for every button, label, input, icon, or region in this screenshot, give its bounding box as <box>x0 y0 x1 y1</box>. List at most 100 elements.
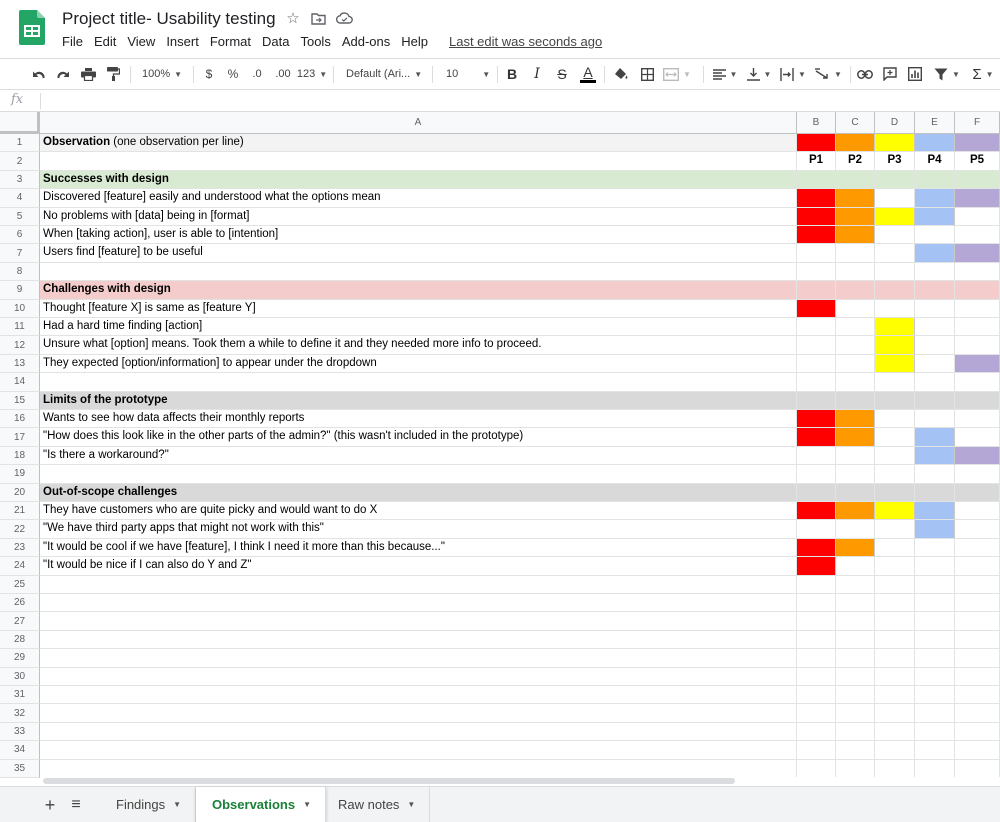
chevron-down-icon[interactable]: ▼ <box>407 800 416 809</box>
participant-cell[interactable] <box>836 557 875 576</box>
menu-insert[interactable]: Insert <box>166 34 199 49</box>
participant-cell[interactable] <box>955 226 1000 245</box>
observation-cell[interactable] <box>40 630 797 650</box>
participant-cell[interactable] <box>836 575 875 594</box>
participant-cell[interactable] <box>836 741 875 760</box>
participant-cell[interactable] <box>875 575 915 594</box>
participant-cell[interactable] <box>836 686 875 705</box>
participant-cell[interactable] <box>915 722 955 742</box>
cloud-saved-icon[interactable] <box>335 9 353 27</box>
last-edit-link[interactable]: Last edit was seconds ago <box>449 34 603 49</box>
participant-cell[interactable] <box>915 281 955 300</box>
participant-cell[interactable] <box>797 741 836 760</box>
marked-cell[interactable] <box>955 446 1000 466</box>
increase-decimal-button[interactable]: .00 <box>271 59 295 89</box>
participant-cell[interactable] <box>915 575 955 594</box>
participant-cell[interactable] <box>955 612 1000 631</box>
marked-cell[interactable] <box>797 557 836 576</box>
observation-cell[interactable]: No problems with [data] being in [format… <box>40 207 797 226</box>
row-header[interactable]: 15 <box>0 391 40 410</box>
undo-icon[interactable] <box>28 59 48 89</box>
participant-cell[interactable] <box>797 281 836 300</box>
participant-cell[interactable] <box>875 465 915 484</box>
observation-cell[interactable]: Wants to see how data affects their mont… <box>40 410 797 429</box>
participant-cell[interactable] <box>875 262 915 282</box>
marked-cell[interactable] <box>836 207 875 226</box>
paint-format-icon[interactable] <box>103 59 123 89</box>
observation-cell[interactable] <box>40 667 797 686</box>
participant-cell[interactable] <box>875 391 915 410</box>
participant-cell[interactable] <box>955 318 1000 337</box>
row-header[interactable]: 35 <box>0 759 40 778</box>
more-formats-select[interactable]: 123 ▼ <box>297 59 327 89</box>
participant-cell[interactable] <box>915 373 955 392</box>
participant-cell[interactable] <box>797 354 836 374</box>
document-title[interactable]: Project title- Usability testing <box>62 9 276 28</box>
row-header[interactable]: 31 <box>0 686 40 705</box>
currency-format-button[interactable]: $ <box>205 67 213 81</box>
marked-cell[interactable] <box>797 428 836 447</box>
participant-cell[interactable] <box>955 759 1000 778</box>
marked-cell[interactable] <box>955 134 1000 153</box>
row-header[interactable]: 27 <box>0 612 40 631</box>
participant-header-cell[interactable]: P5 <box>955 152 1000 171</box>
observation-cell[interactable] <box>40 594 797 613</box>
row-header[interactable]: 4 <box>0 189 40 208</box>
bold-button[interactable]: B <box>506 66 518 82</box>
marked-cell[interactable] <box>915 134 955 153</box>
observation-cell[interactable] <box>40 704 797 723</box>
insert-comment-icon[interactable] <box>880 59 900 89</box>
participant-cell[interactable] <box>915 649 955 668</box>
section-heading-cell[interactable]: Successes with design <box>40 170 797 190</box>
observation-cell[interactable]: Discovered [feature] easily and understo… <box>40 189 797 208</box>
row-header[interactable]: 6 <box>0 226 40 245</box>
observation-cell[interactable] <box>40 686 797 705</box>
participant-cell[interactable] <box>875 483 915 502</box>
marked-cell[interactable] <box>797 226 836 245</box>
participant-cell[interactable] <box>955 649 1000 668</box>
participant-cell[interactable] <box>875 226 915 245</box>
observation-cell[interactable] <box>40 722 797 742</box>
row-header[interactable]: 14 <box>0 373 40 392</box>
marked-cell[interactable] <box>915 428 955 447</box>
participant-header-cell[interactable]: P3 <box>875 152 915 171</box>
observation-cell[interactable] <box>40 759 797 778</box>
row-header[interactable]: 24 <box>0 557 40 576</box>
observation-cell[interactable]: "We have third party apps that might not… <box>40 520 797 539</box>
text-wrapping-icon[interactable]: ▼ <box>778 59 808 89</box>
participant-cell[interactable] <box>836 722 875 742</box>
observation-cell[interactable] <box>40 741 797 760</box>
marked-cell[interactable] <box>797 502 836 521</box>
participant-cell[interactable] <box>875 612 915 631</box>
row-header[interactable]: 34 <box>0 741 40 760</box>
horizontal-align-icon[interactable]: ▼ <box>710 59 740 89</box>
participant-cell[interactable] <box>955 428 1000 447</box>
participant-cell[interactable] <box>875 686 915 705</box>
participant-cell[interactable] <box>836 630 875 650</box>
marked-cell[interactable] <box>915 207 955 226</box>
participant-cell[interactable] <box>797 483 836 502</box>
row-header[interactable]: 19 <box>0 465 40 484</box>
insert-link-icon[interactable] <box>855 59 875 89</box>
column-header-e[interactable]: E <box>915 112 955 134</box>
participant-cell[interactable] <box>955 704 1000 723</box>
participant-cell[interactable] <box>875 759 915 778</box>
marked-cell[interactable] <box>915 189 955 208</box>
participant-cell[interactable] <box>955 207 1000 226</box>
observation-cell[interactable]: "It would be nice if I can also do Y and… <box>40 557 797 576</box>
participant-cell[interactable] <box>955 465 1000 484</box>
row-header[interactable]: 33 <box>0 722 40 742</box>
participant-cell[interactable] <box>797 262 836 282</box>
font-size-select[interactable]: 10 ▼ <box>438 59 493 89</box>
participant-cell[interactable] <box>915 686 955 705</box>
marked-cell[interactable] <box>875 336 915 355</box>
strikethrough-button[interactable]: S <box>557 66 567 82</box>
participant-cell[interactable] <box>836 281 875 300</box>
participant-cell[interactable] <box>797 336 836 355</box>
row-header[interactable]: 16 <box>0 410 40 429</box>
menu-edit[interactable]: Edit <box>93 34 117 49</box>
participant-cell[interactable] <box>836 667 875 686</box>
marked-cell[interactable] <box>836 226 875 245</box>
participant-cell[interactable] <box>915 354 955 374</box>
participant-cell[interactable] <box>875 594 915 613</box>
